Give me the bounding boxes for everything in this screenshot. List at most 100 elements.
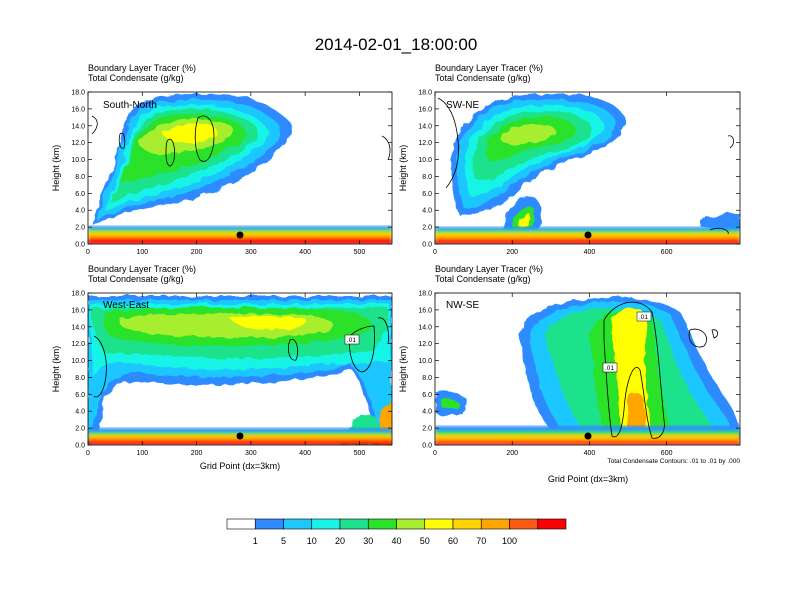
condensate-contour <box>603 301 718 439</box>
location-marker <box>236 231 244 239</box>
x-tick-label: 400 <box>584 450 596 457</box>
panel-label: NW-SE <box>446 300 479 311</box>
y-axis-ticks: 0.0 2.0 4.0 6.0 8.0 10.0 12.0 14.0 16.0 18.0 <box>71 90 392 249</box>
field-layer-yellow-low <box>518 213 531 228</box>
x-tick-label: 100 <box>136 450 148 457</box>
y-tick-label: 14.0 <box>71 123 85 130</box>
x-tick-label: 0 <box>433 249 437 256</box>
panel-title-line-2: Total Condensate (g/kg) <box>88 274 184 284</box>
colorbar-label: 100 <box>502 536 517 546</box>
y-tick-label: 6.0 <box>75 392 85 399</box>
colorbar-label: 70 <box>476 536 486 546</box>
x-tick-label: 200 <box>191 450 203 457</box>
colorbar-swatch <box>509 518 539 530</box>
y-tick-label: 12.0 <box>418 341 432 348</box>
y-tick-label: 16.0 <box>418 307 432 314</box>
plot-frame <box>87 91 393 245</box>
colorbar-label: 60 <box>448 536 458 546</box>
x-axis-ticks: 0 200 400 600 <box>433 293 673 457</box>
colorbar-swatch <box>424 518 454 530</box>
plot-area-south-north <box>88 93 392 244</box>
location-marker <box>584 231 592 239</box>
contour-label-box <box>344 334 360 345</box>
panel-label: South-North <box>103 100 157 111</box>
contour-label-box <box>602 362 618 373</box>
x-tick-label: 200 <box>506 450 518 457</box>
colorbar-label: 5 <box>281 536 286 546</box>
field-layer-yellow-green <box>500 124 557 145</box>
colorbar-swatch <box>480 518 510 530</box>
panel-title-line-2: Total Condensate (g/kg) <box>435 274 531 284</box>
y-tick-label: 10.0 <box>71 358 85 365</box>
colorbar-label: 10 <box>307 536 317 546</box>
panel-label: SW-NE <box>446 100 479 111</box>
x-axis-label: Grid Point (dx=3km) <box>200 461 280 471</box>
y-tick-label: 0.0 <box>422 443 432 450</box>
plot-area-west-east: .01 <box>88 296 392 445</box>
y-tick-label: 6.0 <box>75 191 85 198</box>
colorbar-swatch <box>226 518 256 530</box>
colorbar-swatch <box>452 518 482 530</box>
plot-area-nw-se: .01 .01 <box>435 297 740 445</box>
location-marker <box>584 432 592 440</box>
y-tick-label: 2.0 <box>422 225 432 232</box>
y-tick-label: 4.0 <box>75 208 85 215</box>
surface-layer-red <box>88 238 392 244</box>
y-tick-label: 14.0 <box>418 123 432 130</box>
x-axis-ticks: 0 100 200 300 400 500 <box>86 293 365 457</box>
panel-nw-se: Boundary Layer Tracer (%) Total Condensa… <box>398 264 741 484</box>
panel-title-line-2: Total Condensate (g/kg) <box>88 73 184 83</box>
y-tick-label: 6.0 <box>422 392 432 399</box>
y-axis-label: Height (km) <box>398 145 408 192</box>
x-tick-label: 500 <box>354 450 366 457</box>
field-layer-left-inner <box>440 397 460 410</box>
x-tick-label: 600 <box>661 249 673 256</box>
y-tick-label: 10.0 <box>418 157 432 164</box>
location-marker <box>236 432 244 440</box>
surface-layer-red <box>435 239 740 244</box>
y-tick-label: 12.0 <box>71 140 85 147</box>
contour-label: .01 <box>347 337 356 344</box>
y-tick-label: 16.0 <box>418 106 432 113</box>
colorbar-label: 20 <box>335 536 345 546</box>
figure-title: 2014-02-01_18:00:00 <box>315 35 478 54</box>
y-axis-ticks: 0.0 2.0 4.0 6.0 8.0 10.0 12.0 14.0 16.0 18.0 <box>418 90 740 249</box>
y-tick-label: 12.0 <box>71 341 85 348</box>
y-tick-label: 8.0 <box>75 174 85 181</box>
x-tick-label: 600 <box>661 450 673 457</box>
x-tick-label: 400 <box>299 450 311 457</box>
y-tick-label: 8.0 <box>422 375 432 382</box>
surface-layer-red <box>88 440 392 445</box>
y-tick-label: 12.0 <box>418 140 432 147</box>
y-tick-label: 10.0 <box>418 358 432 365</box>
y-tick-label: 16.0 <box>71 106 85 113</box>
y-tick-label: 2.0 <box>75 426 85 433</box>
colorbar-swatch <box>254 518 284 530</box>
colorbar-label: 50 <box>420 536 430 546</box>
y-tick-label: 0.0 <box>75 443 85 450</box>
x-axis-ticks: 0 100 200 300 400 500 <box>86 92 365 256</box>
condensate-contour <box>93 317 389 398</box>
x-tick-label: 200 <box>506 249 518 256</box>
contour-note: Total Condensate Contours: .01 to .01 by… <box>607 458 740 465</box>
x-tick-label: 0 <box>86 249 90 256</box>
colorbar-swatch <box>396 518 426 530</box>
x-tick-label: 0 <box>86 450 90 457</box>
y-tick-label: 2.0 <box>422 426 432 433</box>
field-layer-yellow <box>230 315 308 330</box>
y-tick-label: 2.0 <box>75 225 85 232</box>
contour-label: .01 <box>605 365 614 372</box>
colorbar: 1 5 10 20 30 40 50 60 70 100 <box>226 518 567 546</box>
y-tick-label: 18.0 <box>418 90 432 97</box>
x-tick-label: 0 <box>433 450 437 457</box>
contour-label: .01 <box>639 314 648 321</box>
x-axis-label: Grid Point (dx=3km) <box>548 474 628 484</box>
panel-south-north: Boundary Layer Tracer (%) Total Condensa… <box>51 63 393 256</box>
y-tick-label: 4.0 <box>75 409 85 416</box>
plot-frame <box>87 292 393 446</box>
colorbar-swatch <box>311 518 341 530</box>
surface-layer-red <box>435 441 740 445</box>
y-tick-label: 14.0 <box>71 324 85 331</box>
panel-sw-ne: Boundary Layer Tracer (%) Total Condensa… <box>398 63 741 256</box>
y-axis-label: Height (km) <box>51 346 61 393</box>
